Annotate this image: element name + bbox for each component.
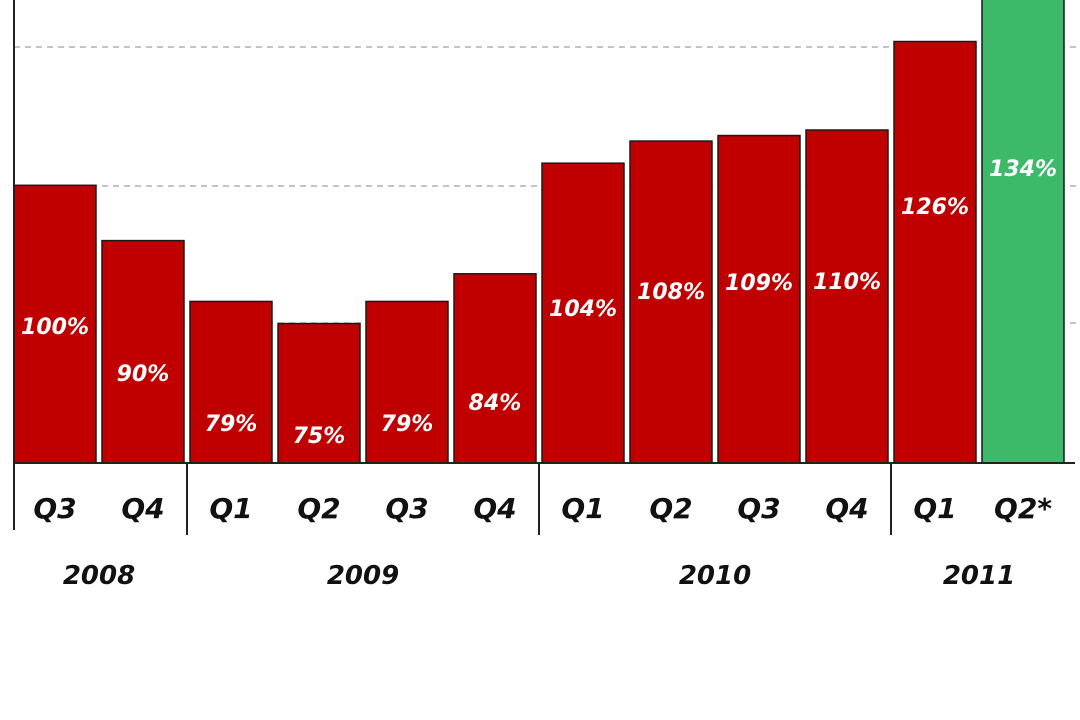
bar-value-label: 109% — [725, 271, 793, 296]
bar-value-label: 126% — [901, 195, 969, 220]
x-tick-label: Q1 — [561, 492, 604, 525]
bar — [453, 273, 537, 464]
x-tick-label: Q2 — [297, 492, 340, 525]
x-tick-label: Q4 — [121, 492, 164, 525]
x-tick-label: Q2* — [994, 492, 1052, 525]
x-tick-label: Q3 — [737, 492, 780, 525]
bar — [893, 40, 977, 464]
bar — [541, 162, 625, 464]
bar-value-label: 79% — [381, 412, 434, 437]
bar-value-label: 134% — [989, 157, 1057, 182]
x-tick-label: Q4 — [473, 492, 516, 525]
x-tick-label: Q2 — [649, 492, 692, 525]
bar — [805, 129, 889, 464]
x-tick-label: Q1 — [209, 492, 252, 525]
bar-value-label: 110% — [813, 270, 881, 295]
bar — [365, 300, 449, 464]
bar — [189, 300, 273, 464]
bar — [629, 140, 713, 464]
x-group-label: 2009 — [327, 561, 399, 591]
x-group-label: 2010 — [679, 561, 751, 591]
bar — [981, 0, 1065, 464]
bar-value-label: 75% — [293, 424, 346, 449]
x-tick-label: Q1 — [913, 492, 956, 525]
x-tick-label: Q3 — [33, 492, 76, 525]
x-tick-label: Q3 — [385, 492, 428, 525]
bar — [101, 239, 185, 464]
x-tick-label: Q4 — [825, 492, 868, 525]
x-group-label: 2008 — [63, 561, 135, 591]
bar-value-label: 100% — [21, 315, 89, 340]
bar — [277, 322, 361, 464]
bar-value-label: 104% — [549, 297, 617, 322]
x-group-label: 2011 — [943, 561, 1015, 591]
bar-value-label: 108% — [637, 280, 705, 305]
bar-value-label: 79% — [205, 412, 258, 437]
bar — [717, 134, 801, 464]
bar-value-label: 84% — [469, 391, 522, 416]
bar-value-label: 90% — [117, 362, 170, 387]
